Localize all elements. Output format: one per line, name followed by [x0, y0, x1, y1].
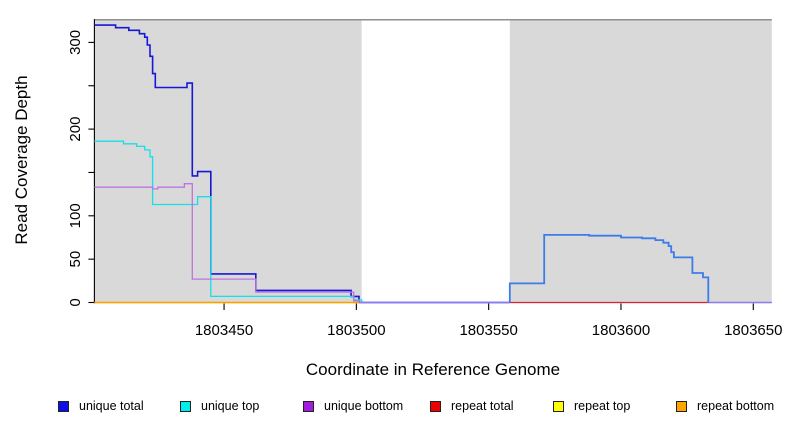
x-tick-label: 1803500 — [327, 322, 385, 339]
legend-label: unique bottom — [324, 399, 404, 413]
series-unique-total-right- — [508, 234, 710, 303]
y-axis-title: Read Coverage Depth — [12, 75, 31, 245]
repeat-region-shade — [509, 19, 772, 304]
y-tick-label: 0 — [67, 298, 84, 306]
legend-label: repeat total — [451, 399, 514, 413]
legend-swatch-repeat-top — [553, 400, 564, 412]
series-unique-bottom — [94, 183, 360, 303]
legend-item-unique-total: unique total — [58, 398, 144, 414]
y-tick-label: 100 — [67, 203, 84, 228]
legend-swatch-unique-top — [180, 400, 191, 412]
legend-item-repeat-top: repeat top — [553, 398, 630, 414]
legend-label: repeat top — [574, 399, 631, 413]
legend-item-repeat-bottom: repeat bottom — [676, 398, 774, 414]
legend: unique total unique top unique bottom repea… — [0, 398, 792, 418]
legend-item-unique-top: unique top — [180, 398, 259, 414]
legend-swatch-repeat-total — [430, 400, 441, 412]
x-axis-title: Coordinate in Reference Genome — [305, 360, 561, 379]
legend-item-repeat-total: repeat total — [430, 398, 514, 414]
x-tick-label: 1803600 — [592, 322, 650, 339]
y-tick-label: 200 — [67, 117, 84, 142]
y-tick-label: 50 — [67, 251, 84, 268]
legend-label: unique top — [201, 399, 260, 413]
legend-label: unique total — [79, 399, 144, 413]
legend-swatch-repeat-bottom — [676, 400, 687, 412]
x-tick-label: 1803450 — [195, 322, 253, 339]
x-tick-label: 1803650 — [724, 322, 782, 339]
legend-item-unique-bottom: unique bottom — [303, 398, 403, 414]
legend-label: repeat bottom — [697, 399, 775, 413]
x-tick-label: 1803550 — [459, 322, 517, 339]
legend-swatch-unique-total — [58, 400, 69, 412]
y-tick-label: 300 — [67, 30, 84, 55]
legend-swatch-unique-bottom — [303, 400, 314, 412]
repeat-region-shade — [94, 19, 362, 304]
